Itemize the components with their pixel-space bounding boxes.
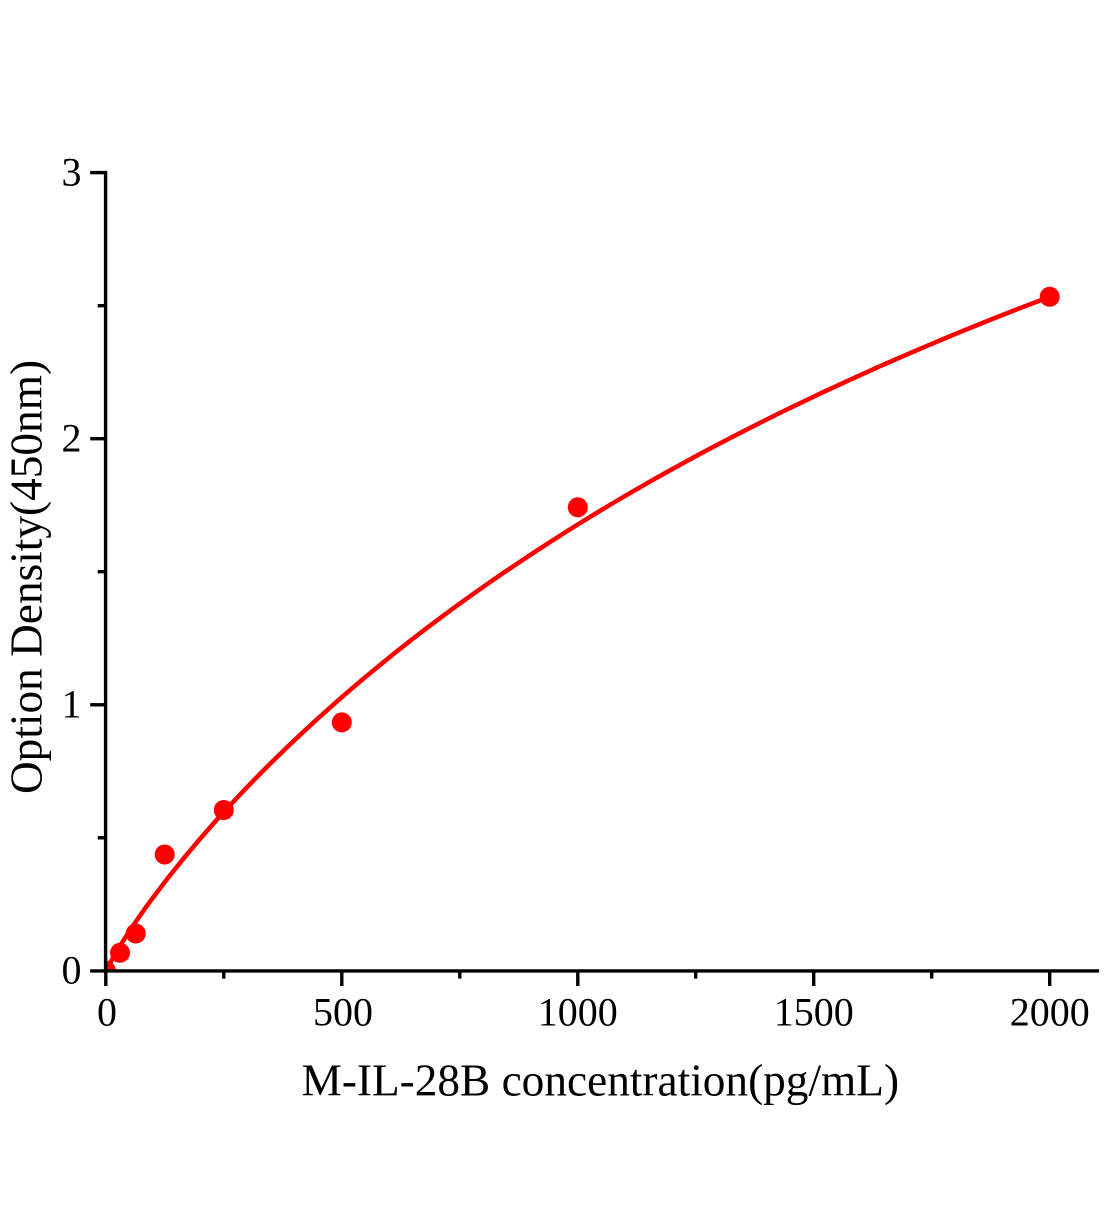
svg-text:0: 0 bbox=[97, 990, 117, 1035]
svg-text:2000: 2000 bbox=[1010, 990, 1090, 1035]
svg-text:2: 2 bbox=[62, 416, 82, 461]
svg-text:1500: 1500 bbox=[774, 990, 854, 1035]
svg-text:3: 3 bbox=[62, 149, 82, 194]
svg-text:0: 0 bbox=[62, 948, 82, 993]
svg-text:1000: 1000 bbox=[538, 990, 618, 1035]
svg-text:M-IL-28B concentration(pg/mL): M-IL-28B concentration(pg/mL) bbox=[302, 1056, 900, 1106]
svg-text:1: 1 bbox=[62, 682, 82, 727]
svg-text:500: 500 bbox=[313, 990, 373, 1035]
svg-text:Option Density(450nm): Option Density(450nm) bbox=[2, 360, 52, 794]
